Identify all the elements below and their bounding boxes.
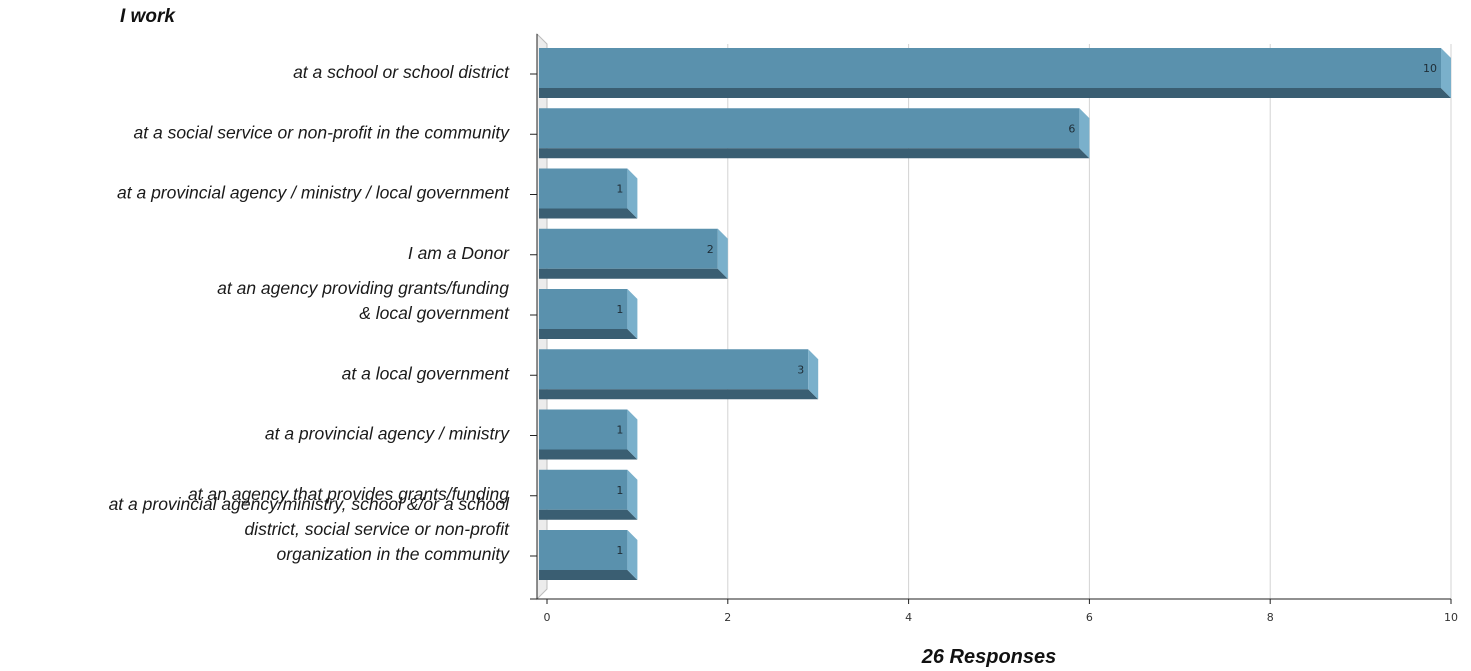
- bar-side: [627, 530, 638, 580]
- category-label: at a provincial agency/ministry, school …: [109, 494, 511, 514]
- bar-group: 3: [539, 349, 819, 400]
- category-labels: at a school or school district at a socia…: [109, 62, 511, 564]
- bar-group: 1: [539, 409, 638, 460]
- category-label: at a provincial agency / ministry / loca…: [117, 183, 510, 203]
- data-label: 6: [1068, 122, 1075, 135]
- bar-bottom: [539, 88, 1451, 98]
- x-tick-labels: 0 2 4 6 8 10: [544, 611, 1459, 624]
- bar-group: 1: [539, 530, 638, 580]
- bars: 10 6 1 2 1 3 1 1 1: [539, 48, 1451, 580]
- bar-side: [627, 289, 638, 339]
- category-label: at a local government: [342, 363, 510, 383]
- category-label: I am a Donor: [408, 243, 510, 263]
- bar-side: [717, 228, 728, 279]
- x-tick-label: 2: [724, 611, 731, 624]
- bar-front: [539, 289, 628, 329]
- bar-bottom: [539, 389, 819, 400]
- x-tick-label: 0: [544, 611, 551, 624]
- x-tick-label: 10: [1444, 611, 1458, 624]
- bar-front: [539, 108, 1080, 149]
- bar-side: [1441, 48, 1451, 98]
- bar-group: 10: [539, 48, 1451, 98]
- category-label: at an agency providing grants/funding: [217, 278, 509, 298]
- category-label: organization in the community: [277, 544, 511, 564]
- bar-front: [539, 349, 809, 390]
- bar-side: [627, 168, 638, 219]
- x-tick-label: 6: [1086, 611, 1093, 624]
- bar-group: 2: [539, 228, 728, 279]
- bar-bottom: [539, 509, 638, 520]
- bar-group: 1: [539, 469, 638, 520]
- bar-bottom: [539, 268, 728, 279]
- bar-side: [1079, 108, 1090, 159]
- category-label: district, social service or non-profit: [244, 519, 510, 539]
- data-label: 3: [797, 363, 804, 376]
- category-label: at an agency that provides grants/fundin…: [188, 484, 509, 504]
- bar-bottom: [539, 449, 638, 460]
- x-tick-label: 8: [1267, 611, 1274, 624]
- bar-bottom: [539, 329, 638, 339]
- bar-front: [539, 168, 628, 209]
- bar-side: [808, 349, 819, 400]
- chart-title: I work: [120, 6, 176, 27]
- bar-front: [539, 469, 628, 510]
- data-label: 1: [616, 544, 623, 557]
- bar-group: 1: [539, 168, 638, 219]
- bar-bottom: [539, 148, 1090, 159]
- category-label: at a social service or non-profit in the…: [134, 122, 511, 142]
- data-label: 1: [616, 484, 623, 497]
- bar-front: [539, 530, 628, 570]
- bar-group: 6: [539, 108, 1090, 159]
- category-label: at a school or school district: [293, 62, 510, 82]
- bar-bottom: [539, 570, 638, 580]
- data-label: 10: [1423, 62, 1437, 75]
- category-label: & local government: [359, 303, 510, 323]
- category-label: at a provincial agency / ministry: [265, 424, 510, 444]
- data-label: 1: [616, 303, 623, 316]
- x-tick-label: 4: [905, 611, 912, 624]
- bar-front: [539, 48, 1441, 88]
- bar-front: [539, 228, 718, 269]
- bar-bottom: [539, 208, 638, 219]
- bar-group: 1: [539, 289, 638, 339]
- x-axis-label: 26 Responses: [921, 646, 1057, 668]
- data-label: 2: [707, 243, 714, 256]
- bar-side: [627, 409, 638, 460]
- axes: [530, 34, 1452, 604]
- data-label: 1: [616, 424, 623, 437]
- data-label: 1: [616, 183, 623, 196]
- bar-front: [539, 409, 628, 450]
- bar-side: [627, 469, 638, 520]
